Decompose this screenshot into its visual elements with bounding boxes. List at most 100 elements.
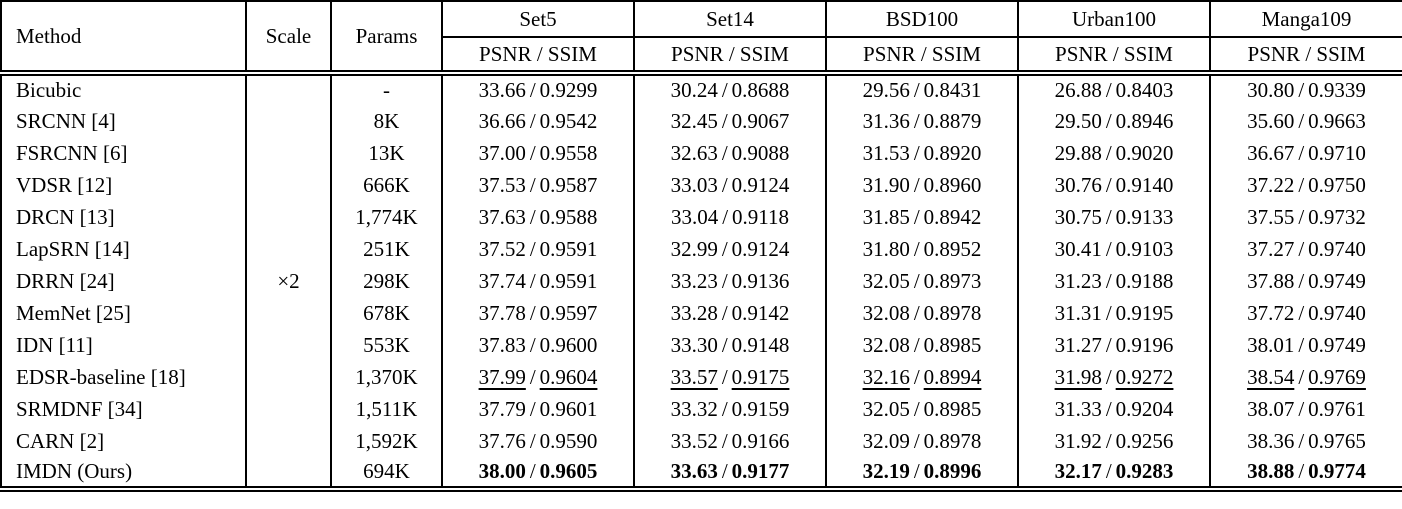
value-separator: /	[721, 428, 728, 453]
psnr-ssim-cell: 31.31/0.9195	[1017, 297, 1211, 329]
value-separator: /	[721, 459, 728, 483]
psnr-ssim-cell: 32.09/0.8978	[825, 425, 1019, 457]
ssim-value: 0.9124	[731, 172, 790, 197]
value-separator: /	[529, 236, 536, 261]
ssim-value: 0.9166	[731, 428, 790, 453]
ssim-value: 0.9188	[1115, 268, 1174, 293]
table-row: IDN [11] 553K 37.83/0.9600 33.30/0.9148 32.0…	[0, 329, 1402, 361]
ssim-value: 0.9103	[1115, 236, 1174, 261]
psnr-value: 33.32	[670, 396, 718, 421]
psnr-value: 31.31	[1054, 300, 1102, 325]
column-header-urban100: Urban100	[1017, 0, 1211, 38]
column-header-bsd100: BSD100	[825, 0, 1019, 38]
ssim-value: 0.9761	[1308, 396, 1366, 421]
ssim-value: 0.9663	[1308, 108, 1366, 133]
value-separator: /	[529, 459, 536, 483]
ssim-value: 0.8879	[923, 108, 982, 133]
table-row: MemNet [25] 678K 37.78/0.9597 33.28/0.9142 3…	[0, 297, 1402, 329]
method-name: VDSR [12]	[0, 169, 247, 201]
method-name: SRCNN [4]	[0, 105, 247, 137]
value-separator: /	[1298, 332, 1305, 357]
psnr-ssim-cell: 37.78/0.9597	[441, 297, 635, 329]
column-header-params: Params	[330, 0, 443, 74]
table-row: VDSR [12] 666K 37.53/0.9587 33.03/0.9124 31.…	[0, 169, 1402, 201]
table-row: FSRCNN [6] 13K 37.00/0.9558 32.63/0.9088 31.…	[0, 137, 1402, 169]
ssim-value: 0.9020	[1115, 140, 1174, 165]
method-name: DRCN [13]	[0, 201, 247, 233]
metric-header-bsd100: PSNR / SSIM	[825, 36, 1019, 74]
ssim-value: 0.9591	[539, 268, 598, 293]
table-header: Method Scale Params Set5 Set14 BSD100 Ur…	[0, 0, 1402, 74]
ssim-value: 0.8431	[923, 78, 982, 102]
ssim-value: 0.9588	[539, 204, 598, 229]
table-row: Bicubic ×2-33.66/0.9299 30.24/0.8688 29.56/…	[0, 73, 1402, 489]
psnr-value: 33.63	[670, 459, 718, 483]
psnr-value: 30.80	[1247, 78, 1295, 102]
psnr-value: 37.83	[478, 332, 526, 357]
psnr-ssim-cell: 36.67/0.9710	[1209, 137, 1402, 169]
psnr-value: 32.19	[862, 459, 910, 483]
table-row: LapSRN [14] 251K 37.52/0.9591 32.99/0.9124 3…	[0, 233, 1402, 265]
method-name: Bicubic	[0, 73, 247, 105]
psnr-value: 31.85	[862, 204, 910, 229]
psnr-ssim-cell: 38.54/0.9769	[1209, 361, 1402, 393]
psnr-ssim-cell: 33.32/0.9159	[633, 393, 827, 425]
value-separator: /	[913, 300, 920, 325]
psnr-ssim-cell: 30.41/0.9103	[1017, 233, 1211, 265]
psnr-value: 32.99	[670, 236, 718, 261]
value-separator: /	[1105, 396, 1112, 421]
value-separator: /	[529, 140, 536, 165]
method-name: EDSR-baseline [18]	[0, 361, 247, 393]
psnr-value: 31.36	[862, 108, 910, 133]
value-separator: /	[1298, 268, 1305, 293]
params-value: 251K	[330, 233, 443, 265]
psnr-value: 31.27	[1054, 332, 1102, 357]
psnr-value: 37.76	[478, 428, 526, 453]
column-header-method: Method	[0, 0, 247, 74]
column-header-set5: Set5	[441, 0, 635, 38]
psnr-ssim-cell: 33.57/0.9175	[633, 361, 827, 393]
method-name: IDN [11]	[0, 329, 247, 361]
ssim-value: 0.8920	[923, 140, 982, 165]
psnr-value: 33.04	[670, 204, 719, 229]
psnr-value: 37.22	[1247, 172, 1295, 197]
ssim-value: 0.9339	[1308, 78, 1366, 102]
psnr-ssim-cell: 37.53/0.9587	[441, 169, 635, 201]
psnr-ssim-cell: 37.88/0.9749	[1209, 265, 1402, 297]
value-separator: /	[529, 172, 536, 197]
psnr-value: 29.56	[862, 78, 910, 102]
column-header-set14: Set14	[633, 0, 827, 38]
scale-value: ×2	[245, 73, 332, 489]
value-separator: /	[913, 459, 920, 483]
psnr-ssim-cell: 38.88/0.9774	[1209, 457, 1402, 489]
ssim-value: 0.9601	[539, 396, 598, 421]
psnr-ssim-cell: 37.00/0.9558	[441, 137, 635, 169]
psnr-value: 31.90	[862, 172, 910, 197]
method-name: MemNet [25]	[0, 297, 247, 329]
metric-header-set14: PSNR / SSIM	[633, 36, 827, 74]
table-row: SRMDNF [34] 1,511K 37.79/0.9601 33.32/0.915…	[0, 393, 1402, 425]
psnr-value: 31.53	[862, 140, 910, 165]
psnr-ssim-cell: 36.66/0.9542	[441, 105, 635, 137]
ssim-value: 0.9769	[1308, 364, 1366, 389]
psnr-value: 29.50	[1054, 108, 1102, 133]
params-value: 666K	[330, 169, 443, 201]
psnr-ssim-cell: 33.28/0.9142	[633, 297, 827, 329]
psnr-value: 30.24	[670, 78, 718, 102]
value-separator: /	[913, 78, 920, 102]
value-separator: /	[913, 364, 920, 389]
ssim-value: 0.9159	[731, 396, 790, 421]
value-separator: /	[913, 204, 920, 229]
psnr-value: 30.41	[1054, 236, 1102, 261]
table-row: DRCN [13] 1,774K 37.63/0.9588 33.04/0.9118 3…	[0, 201, 1402, 233]
ssim-value: 0.8973	[923, 268, 982, 293]
ssim-value: 0.9605	[539, 459, 598, 483]
value-separator: /	[1105, 459, 1112, 483]
psnr-ssim-cell: 26.88/0.8403	[1017, 73, 1211, 105]
psnr-ssim-cell: 32.08/0.8978	[825, 297, 1019, 329]
params-value: 694K	[330, 457, 443, 489]
ssim-value: 0.8942	[923, 204, 982, 229]
value-separator: /	[1105, 172, 1112, 197]
header-row-metrics: PSNR / SSIM PSNR / SSIM PSNR / SSIM PSNR…	[1, 36, 1402, 74]
psnr-value: 37.79	[478, 396, 526, 421]
